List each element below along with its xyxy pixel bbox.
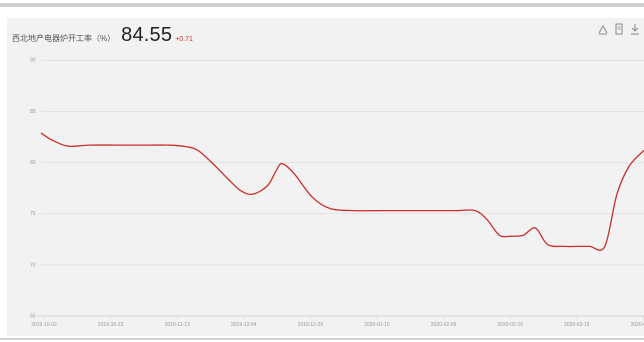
chart-toolbar: [598, 22, 640, 35]
current-value: 84.55: [121, 24, 173, 46]
chart-type-icon[interactable]: [598, 22, 608, 35]
y-tick-label: 70: [30, 262, 36, 268]
value-change: +0.71: [175, 36, 193, 43]
y-tick-label: 85: [30, 109, 36, 115]
chart-panel: [7, 18, 644, 336]
x-tick-label: 2019-12-25: [298, 322, 324, 328]
chart-title: 西北地产电器炉开工率（%）: [12, 34, 116, 43]
top-divider: [0, 3, 644, 7]
x-tick-label: 2019-10-23: [98, 322, 124, 328]
y-tick-label: 80: [30, 160, 36, 166]
series-line: [40, 132, 644, 251]
y-tick-label: 90: [30, 58, 36, 64]
x-tick-label: 2019-12-04: [231, 322, 257, 328]
x-tick-label: 2019-11-13: [165, 322, 190, 328]
document-icon[interactable]: [614, 22, 624, 35]
bottom-divider: [0, 338, 644, 340]
x-tick-label: 2020-04-08: [631, 322, 644, 328]
x-tick-label: 2020-01-15: [364, 322, 390, 328]
chart-header: 西北地产电器炉开工率（%） 84.55 +0.71: [12, 24, 193, 46]
download-icon[interactable]: [630, 22, 640, 35]
x-tick-label: 2020-02-05: [431, 322, 457, 328]
x-tick-label: 2020-03-18: [564, 322, 590, 328]
y-tick-label: 75: [30, 211, 36, 217]
y-tick-label: 65: [30, 314, 36, 320]
x-tick-label: 2020-02-26: [497, 322, 523, 328]
x-tick-label: 2019-10-02: [31, 322, 57, 328]
